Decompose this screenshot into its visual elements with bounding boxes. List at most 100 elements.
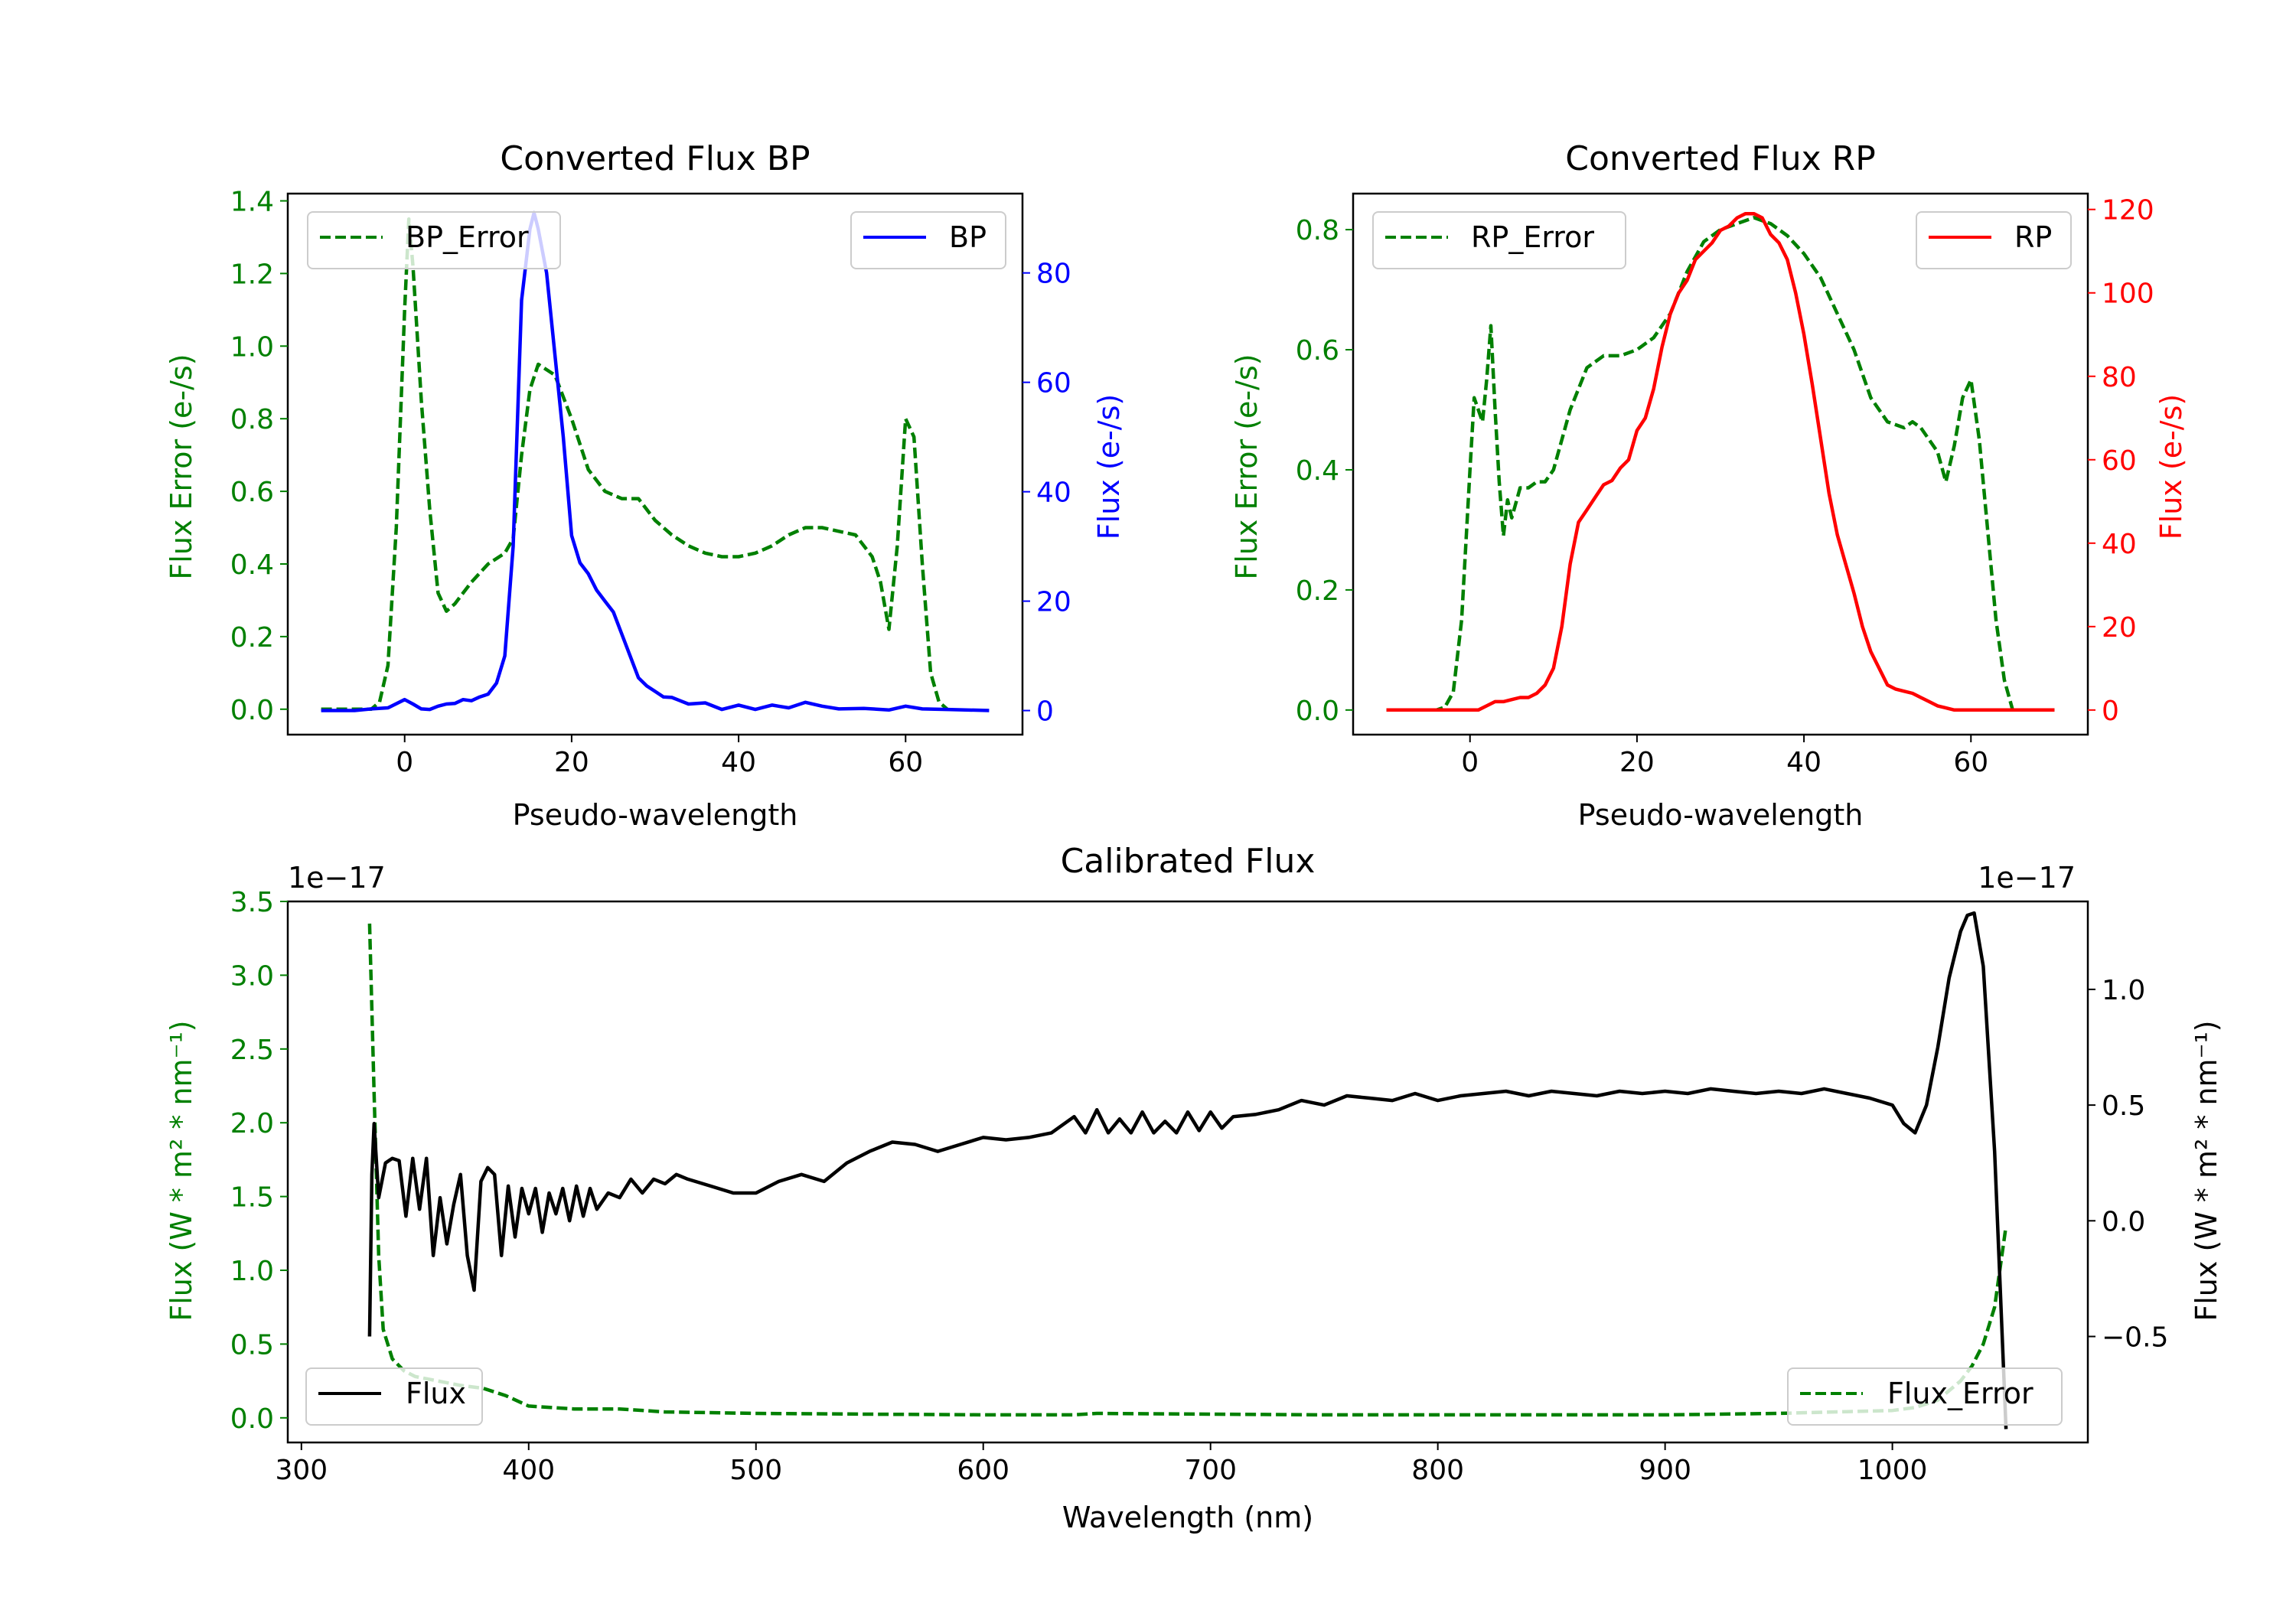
- y-left-tick-label: 3.0: [230, 960, 274, 992]
- rp-ylabel-right: Flux (e-/s): [2154, 394, 2188, 539]
- x-tick-label: 40: [721, 747, 756, 778]
- cal-legend-flux: Flux: [305, 1367, 483, 1426]
- y-left-tick-label: 0.6: [230, 477, 274, 508]
- y-left-tick-label: 0.8: [1296, 215, 1339, 246]
- y-left-tick-label: 2.5: [230, 1035, 274, 1066]
- rp-ylabel-left: Flux Error (e-/s): [1230, 354, 1264, 579]
- legend-box: [1787, 1367, 2063, 1426]
- x-tick-label: 20: [554, 747, 589, 778]
- y-left-tick-label: 0.4: [1296, 455, 1339, 487]
- x-tick-label: 60: [888, 747, 923, 778]
- y-right-tick-label: 1.0: [2102, 975, 2145, 1006]
- x-tick-label: 300: [275, 1455, 328, 1486]
- bp-ylabel-left: Flux Error (e-/s): [165, 354, 198, 579]
- calibrated-panel: Calibrated Flux Wavelength (nm) 1e−17 1e…: [165, 842, 2223, 1534]
- legend-box: [1372, 211, 1626, 269]
- bp-xlabel: Pseudo-wavelength: [513, 798, 798, 832]
- rp-xlabel: Pseudo-wavelength: [1578, 798, 1864, 832]
- x-tick-label: 700: [1184, 1455, 1237, 1486]
- x-tick-label: 40: [1786, 747, 1821, 778]
- y-left-tick-label: 1.2: [230, 259, 274, 290]
- x-tick-label: 600: [957, 1455, 1009, 1486]
- series-line-bp: [321, 210, 990, 712]
- x-tick-label: 400: [502, 1455, 555, 1486]
- x-tick-label: 0: [1461, 747, 1479, 778]
- series-line-rp: [1386, 211, 2055, 712]
- y-right-tick-label: 0: [1036, 696, 1054, 728]
- y-right-tick-label: 120: [2102, 195, 2154, 227]
- bp-panel: Converted Flux BP Pseudo-wavelength Flux…: [165, 139, 1126, 832]
- y-right-tick-label: 60: [2102, 445, 2137, 477]
- bp-legend-flux: BP: [850, 211, 1006, 269]
- series-line-rp-error: [1386, 216, 2055, 712]
- legend-box: [850, 211, 1006, 269]
- series-line-flux-error: [367, 923, 2008, 1417]
- legend-label-rp-error: RP_Error: [1471, 220, 1594, 254]
- x-tick-label: 0: [396, 747, 413, 778]
- cal-xlabel: Wavelength (nm): [1062, 1501, 1313, 1534]
- bp-legend-error: BP_Error: [307, 211, 561, 269]
- legend-label-flux-error: Flux_Error: [1887, 1377, 2033, 1410]
- legend-box: [1916, 211, 2072, 269]
- y-right-tick-label: 20: [1036, 587, 1071, 618]
- legend-label-bp: BP: [949, 220, 987, 254]
- y-left-tick-label: 0.2: [230, 622, 274, 654]
- x-tick-label: 500: [729, 1455, 782, 1486]
- rp-panel: Converted Flux RP Pseudo-wavelength Flux…: [1230, 139, 2188, 832]
- y-right-tick-label: 20: [2102, 612, 2137, 644]
- bp-plot-area: 0 20 40 60 0.0 0.2 0.4 0.6 0.8 1.0 1.2 1.4 0 20 40 60 80: [230, 186, 1071, 778]
- cal-offset-right: 1e−17: [1978, 861, 2076, 895]
- y-left-tick-label: 1.0: [230, 1256, 274, 1287]
- y-left-tick-label: 1.5: [230, 1182, 274, 1214]
- x-tick-label: 900: [1639, 1455, 1691, 1486]
- y-right-tick-label: 40: [2102, 529, 2137, 560]
- legend-label-flux: Flux: [406, 1377, 466, 1410]
- y-left-tick-label: 0.0: [230, 695, 274, 726]
- cal-offset-left: 1e−17: [288, 861, 386, 895]
- y-left-tick-label: 0.8: [230, 404, 274, 435]
- y-left-tick-label: 0.0: [230, 1403, 274, 1435]
- legend-label-rp: RP: [2014, 220, 2052, 254]
- series-line-flux: [367, 911, 2008, 1429]
- y-right-tick-label: −0.5: [2102, 1322, 2168, 1354]
- y-right-tick-label: 0.5: [2102, 1090, 2145, 1122]
- rp-title: Converted Flux RP: [1565, 139, 1876, 178]
- y-right-tick-label: 40: [1036, 478, 1071, 509]
- cal-title: Calibrated Flux: [1061, 842, 1316, 881]
- y-left-tick-label: 0.0: [1296, 696, 1339, 727]
- axes-frame: [286, 192, 1024, 736]
- y-left-tick-label: 3.5: [230, 887, 274, 918]
- rp-plot-area: 0 20 40 60 0.0 0.2 0.4 0.6 0.8 0 20 40 60 80 100 120: [1296, 192, 2154, 778]
- y-right-tick-label: 0: [2102, 696, 2119, 727]
- cal-legend-flux-error: Flux_Error: [1787, 1367, 2063, 1426]
- x-tick-label: 60: [1953, 747, 1988, 778]
- series-line-bp-error: [321, 217, 949, 712]
- y-left-tick-label: 1.0: [230, 331, 274, 363]
- cal-ylabel-left: Flux (W * m² * nm⁻¹): [165, 1020, 198, 1321]
- x-tick-label: 800: [1411, 1455, 1464, 1486]
- x-tick-label: 20: [1619, 747, 1655, 778]
- y-right-tick-label: 80: [1036, 259, 1071, 290]
- axes-frame: [286, 900, 2089, 1444]
- legend-label-bp-error: BP_Error: [406, 220, 529, 254]
- y-left-tick-label: 2.0: [230, 1108, 274, 1139]
- cal-ylabel-right: Flux (W * m² * nm⁻¹): [2190, 1020, 2223, 1321]
- y-right-tick-label: 60: [1036, 368, 1071, 399]
- y-right-tick-label: 0.0: [2102, 1206, 2145, 1237]
- x-tick-label: 1000: [1857, 1455, 1928, 1486]
- y-right-tick-label: 100: [2102, 279, 2154, 310]
- legend-box: [305, 1367, 483, 1426]
- axes-frame: [1352, 192, 2089, 736]
- rp-legend-flux: RP: [1916, 211, 2072, 269]
- y-left-tick-label: 1.4: [230, 186, 274, 217]
- bp-title: Converted Flux BP: [500, 139, 810, 178]
- y-right-tick-label: 80: [2102, 362, 2137, 393]
- y-left-tick-label: 0.4: [230, 549, 274, 581]
- y-left-tick-label: 0.6: [1296, 335, 1339, 367]
- y-left-tick-label: 0.2: [1296, 575, 1339, 607]
- y-left-tick-label: 0.5: [230, 1329, 274, 1361]
- rp-legend-error: RP_Error: [1372, 211, 1626, 269]
- bp-ylabel-right: Flux (e-/s): [1092, 394, 1126, 539]
- legend-box: [307, 211, 561, 269]
